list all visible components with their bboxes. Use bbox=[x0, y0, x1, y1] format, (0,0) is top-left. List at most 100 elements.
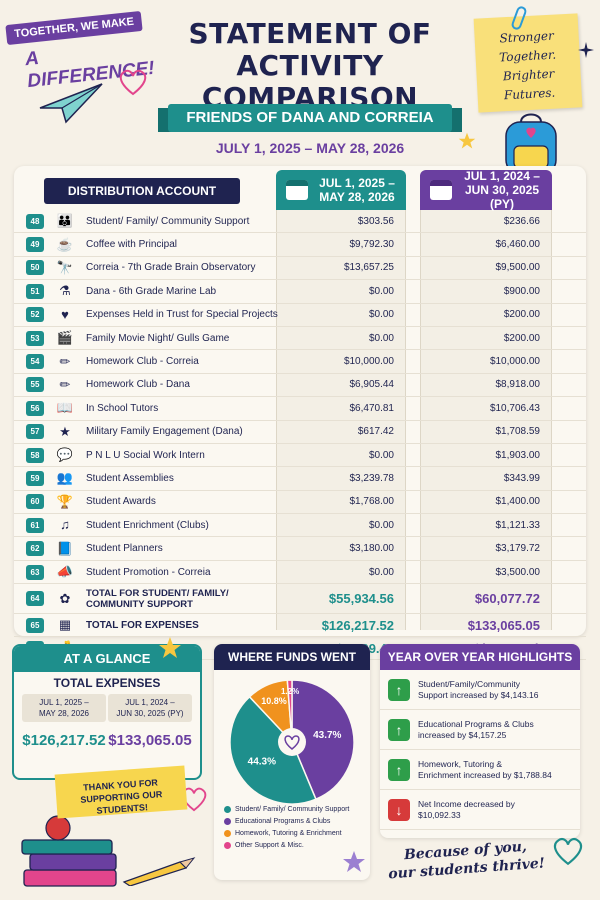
row-category-icon: ✏ bbox=[59, 353, 71, 369]
row-prior-value: $6,460.00 bbox=[495, 239, 541, 251]
legend-item: Educational Programs & Clubs bbox=[224, 818, 349, 825]
prior-period-header: JUL 1, 2024 – JUN 30, 2025 (PY) bbox=[420, 169, 552, 211]
yoy-item: ↑ Educational Programs & Clubs increased b… bbox=[380, 710, 580, 750]
row-number: 48 bbox=[26, 213, 44, 229]
row-number: 61 bbox=[26, 517, 44, 533]
pie-slice-label: 1.2% bbox=[281, 687, 299, 696]
total-expenses-row: 65 ▦ TOTAL FOR EXPENSES $126,217.52 $133,065… bbox=[14, 614, 586, 638]
table-row: 59 👥 Student Assemblies $3,239.78 $343.99 bbox=[14, 467, 586, 491]
row-prior-value: $1,400.00 bbox=[495, 496, 541, 508]
row-category-icon: 💬 bbox=[56, 447, 74, 463]
row-category-icon: 📘 bbox=[56, 540, 74, 556]
flower-icon: ✿ bbox=[59, 590, 71, 606]
row-category-icon: 🔭 bbox=[56, 259, 74, 275]
table-row: 54 ✏ Homework Club - Correia $10,000.00 $10,… bbox=[14, 350, 586, 374]
row-category-icon: ♫ bbox=[60, 517, 70, 533]
row-current-value: $0.00 bbox=[368, 519, 394, 531]
row-prior-value: $236.66 bbox=[503, 215, 540, 227]
row-prior-value: $1,121.33 bbox=[495, 519, 541, 531]
arrow-down-icon: ↓ bbox=[388, 798, 410, 821]
row-category-icon: 👪 bbox=[56, 213, 74, 229]
row-current-value: $55,934.56 bbox=[328, 591, 394, 607]
books-and-apple-icon bbox=[21, 810, 117, 887]
legend-swatch bbox=[224, 830, 231, 837]
row-current-value: $6,905.44 bbox=[349, 379, 395, 391]
row-number: 60 bbox=[26, 494, 44, 510]
row-current-value: $1,768.00 bbox=[349, 496, 395, 508]
row-number: 56 bbox=[26, 400, 44, 416]
pie-center bbox=[278, 728, 306, 756]
row-label: Homework Club - Dana bbox=[86, 379, 190, 391]
row-label: Coffee with Principal bbox=[86, 239, 177, 251]
yoy-title: YEAR OVER YEAR HIGHLIGHTS bbox=[380, 644, 580, 670]
row-category-icon: ★ bbox=[59, 423, 71, 439]
yoy-text: Student/Family/Community Support increase… bbox=[418, 678, 539, 700]
row-current-value: $303.56 bbox=[357, 215, 394, 227]
yoy-item: ↑ Student/Family/Community Support increas… bbox=[380, 670, 580, 710]
star-icon bbox=[159, 637, 181, 658]
row-current-value: $0.00 bbox=[368, 449, 394, 461]
glance-current-amount: $126,217.52 bbox=[22, 732, 106, 749]
arrow-up-icon: ↑ bbox=[388, 718, 410, 741]
pie-slice bbox=[286, 679, 293, 743]
row-prior-value: $60,077.72 bbox=[474, 591, 540, 607]
row-prior-value: $10,000.00 bbox=[489, 356, 540, 368]
yoy-item: ↓ Net Income decreased by $10,092.33 bbox=[380, 790, 580, 830]
table-row: 61 ♫ Student Enrichment (Clubs) $0.00 $1,121… bbox=[14, 514, 586, 538]
heart-doodle-icon bbox=[553, 837, 583, 866]
total-support-row: 64 ✿ TOTAL FOR STUDENT/ FAMILY/COMMUNITY S… bbox=[14, 584, 586, 615]
row-label: Family Movie Night/ Gulls Game bbox=[86, 332, 230, 344]
table-row: 55 ✏ Homework Club - Dana $6,905.44 $8,918.0… bbox=[14, 374, 586, 398]
row-current-value: $6,470.81 bbox=[349, 402, 395, 414]
yoy-text: Homework, Tutoring & Enrichment increased… bbox=[418, 758, 552, 780]
row-number: 65 bbox=[26, 617, 44, 633]
table-row: 56 📖 In School Tutors $6,470.81 $10,706.43 bbox=[14, 397, 586, 421]
row-label: Student Enrichment (Clubs) bbox=[86, 519, 209, 531]
thank-you-note: THANK YOU FOR SUPPORTING OUR STUDENTS! bbox=[54, 765, 188, 819]
table-row: 52 ♥ Expenses Held in Trust for Special Pr… bbox=[14, 304, 586, 327]
sticky-note: Stronger Together. Brighter Futures. bbox=[473, 13, 583, 113]
row-prior-value: $10,706.43 bbox=[489, 402, 540, 414]
row-number: 58 bbox=[26, 447, 44, 463]
pie-slice-label: 44.3% bbox=[248, 757, 276, 768]
row-current-value: $617.42 bbox=[357, 426, 394, 438]
legend-item: Student/ Family/ Community Support bbox=[224, 806, 349, 813]
row-prior-value: $3,179.72 bbox=[495, 543, 541, 555]
legend-label: Homework, Tutoring & Enrichment bbox=[235, 830, 342, 837]
row-prior-value: $3,500.00 bbox=[495, 566, 541, 578]
row-label: Military Family Engagement (Dana) bbox=[86, 426, 243, 438]
row-number: 53 bbox=[26, 330, 44, 346]
row-prior-value: $200.00 bbox=[503, 332, 540, 344]
table-row: 50 🔭 Correia - 7th Grade Brain Observatory… bbox=[14, 257, 586, 281]
distribution-account-header: DISTRIBUTION ACCOUNT bbox=[44, 178, 240, 204]
row-number: 64 bbox=[26, 591, 44, 607]
row-category-icon: ✏ bbox=[59, 376, 71, 392]
row-label: Student Planners bbox=[86, 543, 163, 555]
row-label: In School Tutors bbox=[86, 402, 159, 414]
row-current-value: $9,792.30 bbox=[349, 239, 395, 251]
calendar-icon bbox=[430, 180, 452, 200]
row-current-value: $3,180.00 bbox=[349, 543, 395, 555]
row-number: 54 bbox=[26, 354, 44, 370]
row-number: 57 bbox=[26, 424, 44, 440]
table-row: 62 📘 Student Planners $3,180.00 $3,179.72 bbox=[14, 537, 586, 561]
row-current-value: $0.00 bbox=[368, 309, 394, 321]
row-prior-value: $343.99 bbox=[503, 472, 540, 484]
pencil-icon bbox=[122, 857, 196, 886]
legend-swatch bbox=[224, 806, 231, 813]
at-a-glance-panel: AT A GLANCE TOTAL EXPENSES JUL 1, 2025 –… bbox=[12, 644, 202, 780]
calculator-icon: ▦ bbox=[58, 617, 72, 633]
pie-slice-label: 10.8% bbox=[261, 696, 287, 706]
row-number: 51 bbox=[26, 283, 44, 299]
sparkle-icon bbox=[578, 42, 594, 58]
star-icon bbox=[343, 851, 365, 872]
table-row: 57 ★ Military Family Engagement (Dana) $617… bbox=[14, 421, 586, 444]
row-number: 50 bbox=[26, 260, 44, 276]
legend-label: Student/ Family/ Community Support bbox=[235, 806, 350, 813]
where-funds-went-panel: WHERE FUNDS WENT 44.3% 43.7% 10.8% 1.2% Stu… bbox=[214, 644, 370, 880]
row-prior-value: $133,065.05 bbox=[467, 617, 540, 633]
table-row: 58 💬 P N L U Social Work Intern $0.00 $1,903… bbox=[14, 444, 586, 468]
row-current-value: $0.00 bbox=[368, 332, 394, 344]
heart-doodle-icon bbox=[119, 69, 147, 96]
at-a-glance-title: AT A GLANCE bbox=[14, 646, 200, 672]
